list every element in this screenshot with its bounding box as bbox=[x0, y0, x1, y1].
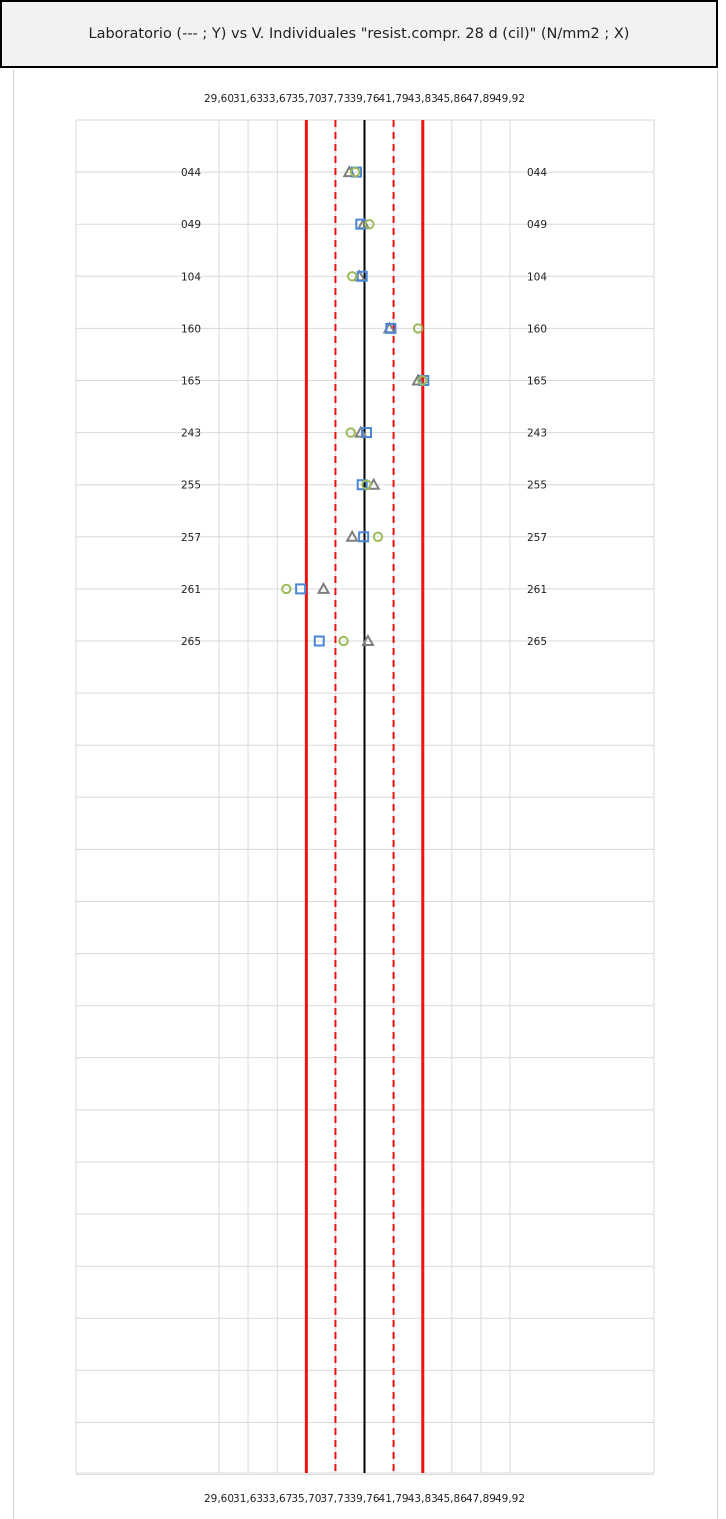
category-label-left: 160 bbox=[181, 323, 201, 335]
x-tick-label-top: 29,60 bbox=[204, 93, 234, 105]
square-point bbox=[313, 635, 325, 647]
category-label-left: 104 bbox=[181, 271, 201, 283]
x-tick-label-bottom: 29,60 bbox=[204, 1493, 234, 1505]
circle-point bbox=[338, 635, 349, 647]
circle-point bbox=[346, 271, 358, 282]
x-tick-label-top: 37,73 bbox=[320, 93, 350, 105]
circle-point bbox=[281, 583, 292, 595]
category-label-right: 265 bbox=[527, 636, 547, 648]
square-point bbox=[358, 531, 370, 543]
circle-point bbox=[372, 531, 384, 542]
category-label-left: 261 bbox=[181, 584, 201, 596]
plot-frame bbox=[13, 70, 718, 1519]
chart-title-bar: Laboratorio (--- ; Y) vs V. Individuales… bbox=[0, 0, 718, 68]
x-tick-label-top: 47,89 bbox=[466, 93, 496, 105]
square-point bbox=[356, 270, 368, 282]
circle-point bbox=[417, 375, 428, 386]
x-tick-label-top: 49,92 bbox=[495, 93, 525, 105]
triangle-point bbox=[354, 425, 368, 438]
circle-point bbox=[345, 427, 356, 438]
triangle-point bbox=[345, 529, 359, 542]
x-tick-label-top: 39,76 bbox=[349, 93, 379, 105]
triangle-point bbox=[316, 581, 331, 594]
category-label-left: 243 bbox=[181, 428, 201, 440]
category-label-right: 165 bbox=[527, 376, 547, 388]
circle-point bbox=[349, 166, 361, 178]
x-tick-label-bottom: 47,89 bbox=[466, 1493, 496, 1505]
x-tick-label-bottom: 31,63 bbox=[233, 1493, 263, 1505]
chart-title: Laboratorio (--- ; Y) vs V. Individuales… bbox=[88, 26, 630, 42]
x-tick-label-bottom: 41,79 bbox=[379, 1493, 409, 1505]
category-label-left: 044 bbox=[181, 167, 201, 179]
x-tick-label-top: 33,67 bbox=[262, 93, 292, 105]
triangle-point bbox=[361, 633, 375, 646]
triangle-point bbox=[411, 373, 425, 386]
category-label-right: 257 bbox=[527, 532, 547, 544]
category-label-right: 261 bbox=[527, 584, 547, 596]
circle-point bbox=[364, 219, 375, 230]
x-tick-label-top: 35,70 bbox=[291, 93, 321, 105]
category-label-right: 243 bbox=[527, 428, 547, 440]
category-label-left: 049 bbox=[181, 219, 201, 231]
category-label-right: 160 bbox=[527, 323, 547, 335]
category-label-right: 255 bbox=[527, 480, 547, 492]
circle-point bbox=[361, 479, 372, 490]
category-label-left: 255 bbox=[181, 480, 201, 492]
square-point bbox=[385, 322, 397, 334]
x-tick-label-bottom: 39,76 bbox=[349, 1493, 379, 1505]
category-label-right: 049 bbox=[527, 219, 547, 231]
category-label-left: 257 bbox=[181, 532, 201, 544]
category-label-right: 044 bbox=[527, 167, 547, 179]
x-tick-label-bottom: 43,83 bbox=[408, 1493, 438, 1505]
square-point bbox=[361, 427, 373, 439]
circle-point bbox=[412, 323, 424, 334]
x-tick-label-top: 31,63 bbox=[233, 93, 263, 105]
x-tick-label-top: 45,86 bbox=[437, 93, 467, 105]
x-tick-label-bottom: 37,73 bbox=[320, 1493, 350, 1505]
square-point bbox=[295, 583, 307, 595]
x-tick-label-bottom: 35,70 bbox=[291, 1493, 321, 1505]
x-tick-label-bottom: 45,86 bbox=[437, 1493, 467, 1505]
square-point bbox=[356, 479, 368, 491]
x-tick-label-bottom: 33,67 bbox=[262, 1493, 292, 1505]
x-tick-label-top: 41,79 bbox=[379, 93, 409, 105]
x-tick-label-top: 43,83 bbox=[408, 93, 438, 105]
category-label-left: 165 bbox=[181, 376, 201, 388]
category-label-right: 104 bbox=[527, 271, 547, 283]
x-tick-label-bottom: 49,92 bbox=[495, 1493, 525, 1505]
category-label-left: 265 bbox=[181, 636, 201, 648]
